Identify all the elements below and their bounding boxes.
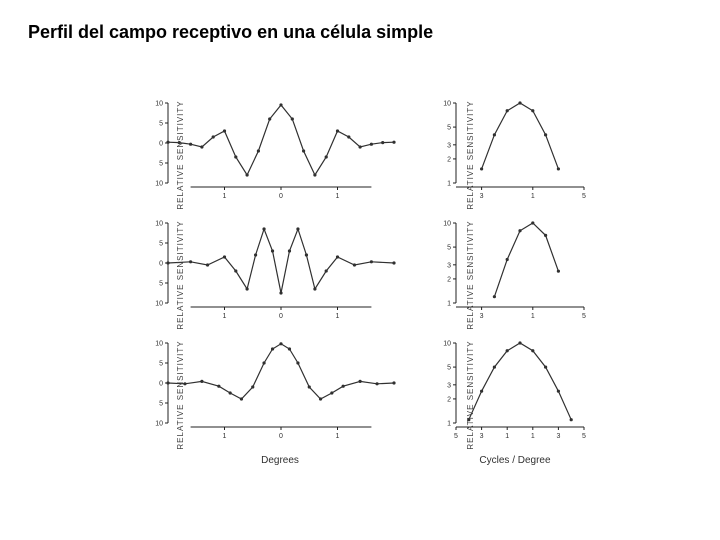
chart-grid: RELATIVE SENSITIVITY 1050510101 RELATIVE…: [140, 95, 600, 475]
svg-text:1: 1: [336, 313, 340, 320]
svg-text:5: 5: [159, 401, 163, 408]
svg-text:3: 3: [480, 433, 484, 440]
svg-text:5: 5: [447, 365, 451, 372]
svg-text:10: 10: [155, 421, 163, 428]
ylabel-right-0: RELATIVE SENSITIVITY: [466, 100, 475, 209]
svg-text:0: 0: [159, 261, 163, 268]
svg-text:10: 10: [155, 101, 163, 108]
svg-text:1: 1: [447, 421, 451, 428]
svg-text:10: 10: [443, 101, 451, 108]
svg-text:1: 1: [531, 193, 535, 200]
svg-text:1: 1: [531, 313, 535, 320]
svg-text:0: 0: [279, 313, 283, 320]
svg-text:1: 1: [223, 193, 227, 200]
page-title: Perfil del campo receptivo en una célula…: [28, 22, 433, 43]
svg-text:3: 3: [480, 313, 484, 320]
svg-text:5: 5: [159, 121, 163, 128]
svg-text:5: 5: [582, 313, 586, 320]
xlabel-left: Degrees: [140, 455, 420, 475]
svg-text:10: 10: [155, 181, 163, 188]
svg-text:1: 1: [223, 433, 227, 440]
svg-text:5: 5: [582, 433, 586, 440]
chart-right-1: 1 2 3 5 10 3 1 5: [430, 215, 590, 325]
svg-text:3: 3: [447, 382, 451, 389]
panel-right-2: RELATIVE SENSITIVITY 1 2 3 5 10 5 3 1 1 3 5: [430, 335, 600, 455]
svg-text:1: 1: [336, 193, 340, 200]
chart-right-0: 1 2 3 5 10 3 1 5: [430, 95, 590, 205]
ylabel-left-0: RELATIVE SENSITIVITY: [176, 100, 185, 209]
svg-text:1: 1: [505, 433, 509, 440]
svg-text:0: 0: [279, 193, 283, 200]
panel-left-1: RELATIVE SENSITIVITY 1050510101: [140, 215, 420, 335]
svg-text:0: 0: [159, 141, 163, 148]
svg-text:2: 2: [447, 156, 451, 163]
svg-text:1: 1: [447, 181, 451, 188]
ylabel-left-2: RELATIVE SENSITIVITY: [176, 340, 185, 449]
ylabel-left-1: RELATIVE SENSITIVITY: [176, 220, 185, 329]
svg-text:2: 2: [447, 276, 451, 283]
svg-text:3: 3: [556, 433, 560, 440]
panel-left-0: RELATIVE SENSITIVITY 1050510101: [140, 95, 420, 215]
chart-right-2: 1 2 3 5 10 5 3 1 1 3 5: [430, 335, 590, 445]
svg-text:0: 0: [159, 381, 163, 388]
svg-text:1: 1: [336, 433, 340, 440]
svg-text:3: 3: [447, 262, 451, 269]
svg-text:5: 5: [159, 161, 163, 168]
svg-text:5: 5: [447, 125, 451, 132]
svg-text:5: 5: [159, 241, 163, 248]
svg-text:5: 5: [454, 433, 458, 440]
svg-text:5: 5: [159, 361, 163, 368]
ylabel-right-1: RELATIVE SENSITIVITY: [466, 220, 475, 329]
svg-text:3: 3: [447, 142, 451, 149]
svg-text:2: 2: [447, 396, 451, 403]
svg-text:10: 10: [155, 301, 163, 308]
svg-text:0: 0: [279, 433, 283, 440]
svg-text:5: 5: [159, 281, 163, 288]
svg-text:10: 10: [443, 341, 451, 348]
svg-text:1: 1: [447, 301, 451, 308]
panel-right-1: RELATIVE SENSITIVITY 1 2 3 5 10 3 1 5: [430, 215, 600, 335]
ylabel-right-2: RELATIVE SENSITIVITY: [466, 340, 475, 449]
svg-text:5: 5: [447, 245, 451, 252]
panel-right-0: RELATIVE SENSITIVITY 1 2 3 5 10 3 1 5: [430, 95, 600, 215]
svg-text:10: 10: [155, 221, 163, 228]
panel-left-2: RELATIVE SENSITIVITY 1050510101: [140, 335, 420, 455]
svg-text:5: 5: [582, 193, 586, 200]
svg-text:1: 1: [531, 433, 535, 440]
svg-text:1: 1: [223, 313, 227, 320]
xlabel-right: Cycles / Degree: [430, 455, 600, 475]
svg-text:10: 10: [155, 341, 163, 348]
svg-text:10: 10: [443, 221, 451, 228]
svg-text:3: 3: [480, 193, 484, 200]
